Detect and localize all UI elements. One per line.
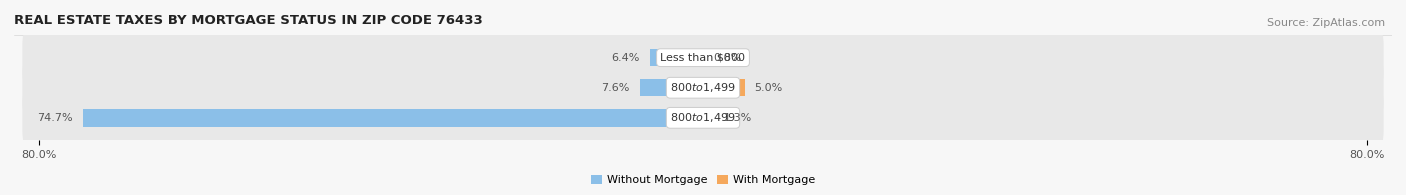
Bar <box>650 49 703 66</box>
Text: $800 to $1,499: $800 to $1,499 <box>671 81 735 94</box>
Text: 74.7%: 74.7% <box>38 113 73 123</box>
Text: 0.0%: 0.0% <box>713 53 741 63</box>
Text: 6.4%: 6.4% <box>612 53 640 63</box>
Text: Source: ZipAtlas.com: Source: ZipAtlas.com <box>1267 18 1385 27</box>
Text: 5.0%: 5.0% <box>755 83 783 93</box>
FancyBboxPatch shape <box>22 30 1384 85</box>
FancyBboxPatch shape <box>22 60 1384 115</box>
Legend: Without Mortgage, With Mortgage: Without Mortgage, With Mortgage <box>586 171 820 190</box>
Bar <box>703 109 714 127</box>
Text: 1.3%: 1.3% <box>724 113 752 123</box>
FancyBboxPatch shape <box>22 90 1384 145</box>
Text: Less than $800: Less than $800 <box>661 53 745 63</box>
Bar <box>640 79 703 97</box>
Text: REAL ESTATE TAXES BY MORTGAGE STATUS IN ZIP CODE 76433: REAL ESTATE TAXES BY MORTGAGE STATUS IN … <box>14 14 482 27</box>
Bar <box>83 109 703 127</box>
Text: $800 to $1,499: $800 to $1,499 <box>671 111 735 124</box>
Text: 7.6%: 7.6% <box>602 83 630 93</box>
Bar <box>703 79 745 97</box>
